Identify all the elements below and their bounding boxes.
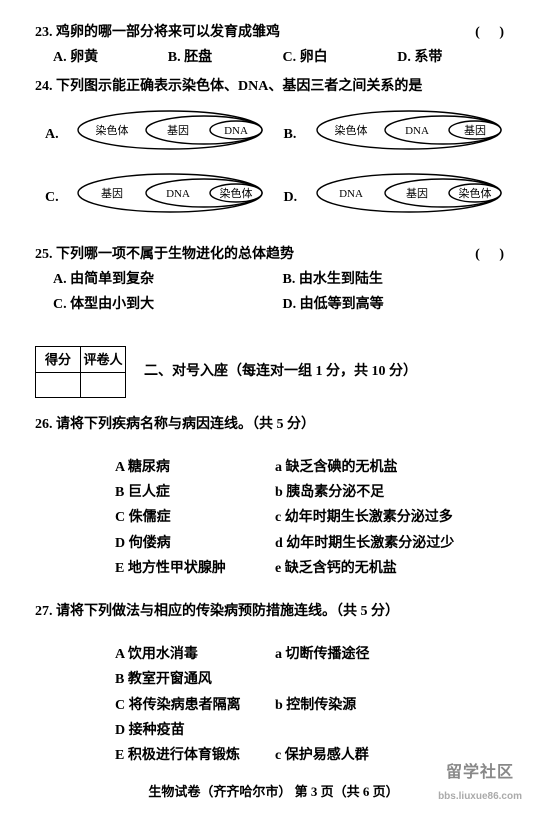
q23-opt-b: B. 胚盘 xyxy=(168,45,283,70)
svg-text:DNA: DNA xyxy=(166,188,190,200)
q24-diagram-a: A.染色体基因DNA xyxy=(35,108,274,161)
q27-l0: A 饮用水消毒 xyxy=(115,642,275,667)
q23-options: A. 卵黄 B. 胚盘 C. 卵白 D. 系带 xyxy=(35,45,512,70)
svg-text:基因: 基因 xyxy=(167,124,189,137)
q24-diagram-c: C.基因DNA染色体 xyxy=(35,171,274,224)
q25-stem: 25. 下列哪一项不属于生物进化的总体趋势 xyxy=(35,242,294,267)
q24-svg-c: 基因 DNA 染色体 xyxy=(75,171,265,224)
q23-opt-c: C. 卵白 xyxy=(283,45,398,70)
q24-svg-a: 染色体 基因 DNA xyxy=(75,108,265,161)
q25-paren: ( ) xyxy=(475,242,512,267)
svg-text:DNA: DNA xyxy=(405,125,429,137)
q27-l1: B 教室开窗通风 xyxy=(115,667,275,692)
q27-stem: 27. 请将下列做法与相应的传染病预防措施连线。（共 5 分） xyxy=(35,599,512,624)
watermark: 留学社区 bbs.liuxue86.com xyxy=(438,759,522,806)
q24-svg-b: 染色体 DNA 基因 xyxy=(314,108,504,161)
svg-text:DNA: DNA xyxy=(224,125,248,137)
q24-svg-d: DNA 基因 染色体 xyxy=(314,171,504,224)
svg-text:基因: 基因 xyxy=(406,187,428,200)
q25-row: 25. 下列哪一项不属于生物进化的总体趋势 ( ) xyxy=(35,242,512,267)
watermark-main: 留学社区 xyxy=(446,764,514,781)
q26-l0: A 糖尿病 xyxy=(115,455,275,480)
q23-stem: 23. 鸡卵的哪一部分将来可以发育成雏鸡 xyxy=(35,20,280,45)
svg-text:基因: 基因 xyxy=(101,187,123,200)
q23-opt-d: D. 系带 xyxy=(397,45,512,70)
svg-text:染色体: 染色体 xyxy=(334,123,367,137)
q26-r3: d 幼年时期生长激素分泌过少 xyxy=(275,531,512,556)
q27-r1 xyxy=(275,667,512,692)
svg-text:染色体: 染色体 xyxy=(220,186,253,200)
q25-opt-c: C. 体型由小到大 xyxy=(53,292,283,317)
q23-opt-a: A. 卵黄 xyxy=(53,45,168,70)
section2-header: 得分评卷人 二、对号入座（每连对一组 1 分，共 10 分） xyxy=(35,346,512,398)
q27-match: A 饮用水消毒a 切断传播途径 B 教室开窗通风 C 将传染病患者隔离b 控制传… xyxy=(35,642,512,768)
section2-title: 二、对号入座（每连对一组 1 分，共 10 分） xyxy=(144,359,417,384)
svg-text:染色体: 染色体 xyxy=(458,186,491,200)
q25-opt-b: B. 由水生到陆生 xyxy=(283,267,513,292)
q27-r2: b 控制传染源 xyxy=(275,693,512,718)
scorebox-c1: 得分 xyxy=(36,346,81,372)
svg-text:基因: 基因 xyxy=(464,124,486,137)
scorebox-blank1 xyxy=(36,372,81,397)
q24-diagrams: A.染色体基因DNA B.染色体DNA基因 C.基因DNA染色体 D.DNA基因… xyxy=(35,108,512,234)
score-box: 得分评卷人 xyxy=(35,346,126,398)
q27-l2: C 将传染病患者隔离 xyxy=(115,693,275,718)
q27-l3: D 接种疫苗 xyxy=(115,718,275,743)
q26-r0: a 缺乏含碘的无机盐 xyxy=(275,455,512,480)
q26-stem: 26. 请将下列疾病名称与病因连线。（共 5 分） xyxy=(35,412,512,437)
svg-text:DNA: DNA xyxy=(339,188,363,200)
q27-r3 xyxy=(275,718,512,743)
q24-stem: 24. 下列图示能正确表示染色体、DNA、基因三者之间关系的是 xyxy=(35,74,512,99)
footer-text: 生物试卷（齐齐哈尔市） 第 3 页（共 6 页） xyxy=(148,784,398,799)
q26-l3: D 佝偻病 xyxy=(115,531,275,556)
q25-opt-d: D. 由低等到高等 xyxy=(283,292,513,317)
q26-l1: B 巨人症 xyxy=(115,480,275,505)
q23-row: 23. 鸡卵的哪一部分将来可以发育成雏鸡 ( ) xyxy=(35,20,512,45)
scorebox-blank2 xyxy=(81,372,126,397)
q26-r2: c 幼年时期生长激素分泌过多 xyxy=(275,505,512,530)
scorebox-c2: 评卷人 xyxy=(81,346,126,372)
q26-match: A 糖尿病a 缺乏含碘的无机盐 B 巨人症b 胰岛素分泌不足 C 侏儒症c 幼年… xyxy=(35,455,512,581)
q25-options: A. 由简单到复杂 B. 由水生到陆生 C. 体型由小到大 D. 由低等到高等 xyxy=(35,267,512,317)
q27-l4: E 积极进行体育锻炼 xyxy=(115,743,275,768)
q23-paren: ( ) xyxy=(475,20,512,45)
q26-l4: E 地方性甲状腺肿 xyxy=(115,556,275,581)
page-footer: 生物试卷（齐齐哈尔市） 第 3 页（共 6 页） 留学社区 bbs.liuxue… xyxy=(35,780,512,803)
q24-diagram-b: B.染色体DNA基因 xyxy=(274,108,513,161)
q26-r4: e 缺乏含钙的无机盐 xyxy=(275,556,512,581)
q26-r1: b 胰岛素分泌不足 xyxy=(275,480,512,505)
q24-diagram-d: D.DNA基因染色体 xyxy=(274,171,513,224)
q25-opt-a: A. 由简单到复杂 xyxy=(53,267,283,292)
watermark-sub: bbs.liuxue86.com xyxy=(438,788,522,806)
q26-l2: C 侏儒症 xyxy=(115,505,275,530)
svg-text:染色体: 染色体 xyxy=(96,123,129,137)
q27-r0: a 切断传播途径 xyxy=(275,642,512,667)
